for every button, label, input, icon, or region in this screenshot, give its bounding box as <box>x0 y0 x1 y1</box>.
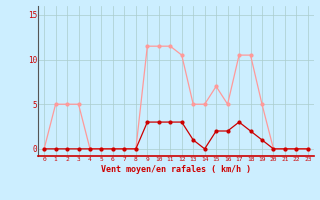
X-axis label: Vent moyen/en rafales ( km/h ): Vent moyen/en rafales ( km/h ) <box>101 165 251 174</box>
